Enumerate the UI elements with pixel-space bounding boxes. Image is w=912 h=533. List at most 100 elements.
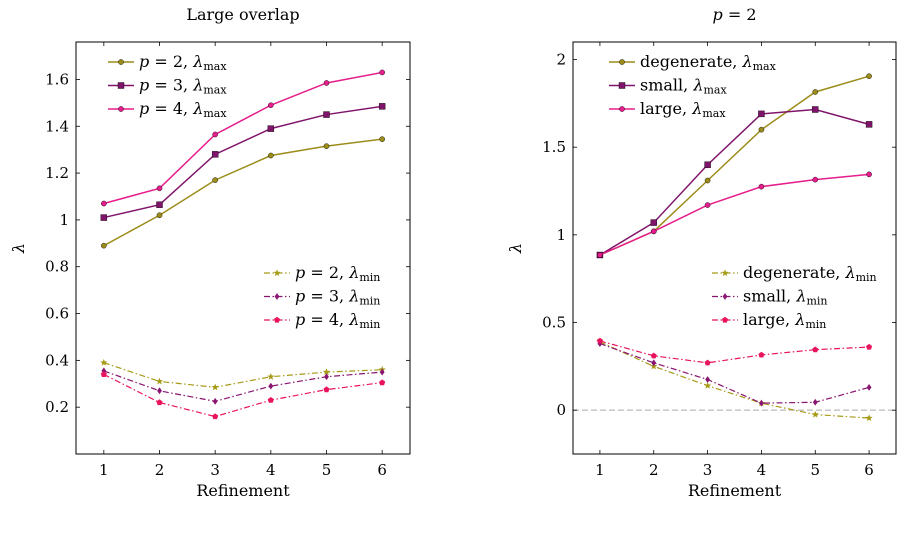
series-large-max	[597, 171, 872, 258]
y-tick-label: 0.4	[45, 351, 69, 369]
data-point	[704, 359, 711, 366]
chart-title: p = 2	[712, 5, 756, 24]
legend-label: degenerate, λmax	[640, 52, 777, 73]
series-small-min	[597, 340, 872, 407]
data-point	[323, 111, 330, 118]
series-large-min	[596, 337, 873, 366]
plot-frame	[75, 41, 411, 455]
data-point	[705, 376, 710, 383]
y-tick-label: 1	[59, 211, 69, 229]
y-tick-label: 0.5	[542, 314, 566, 332]
data-point	[212, 177, 218, 183]
data-point	[267, 396, 274, 403]
series-line	[103, 71, 383, 205]
series-small-max	[596, 106, 873, 259]
legend-label: p = 4, λmax	[139, 99, 227, 120]
series-p-3-max	[100, 103, 386, 221]
data-point	[268, 382, 274, 390]
data-point	[268, 102, 274, 109]
data-point	[812, 106, 819, 113]
data-point	[758, 351, 765, 358]
x-tick-label: 4	[266, 461, 276, 479]
series-line	[599, 340, 870, 364]
legend-label: small, λmin	[743, 287, 828, 308]
data-point	[811, 410, 819, 418]
x-tick-label: 4	[757, 461, 767, 479]
legend-label: degenerate, λmin	[743, 263, 877, 284]
series-p-3-min	[101, 367, 385, 405]
data-point	[323, 80, 330, 86]
data-point	[323, 386, 330, 393]
data-point	[379, 368, 385, 376]
data-point	[212, 397, 218, 405]
data-point	[866, 383, 872, 391]
plot-frame	[572, 41, 897, 455]
legend-label: p = 2, λmax	[139, 52, 227, 73]
x-tick-label: 3	[210, 461, 220, 479]
series-line	[599, 173, 870, 256]
x-tick-label: 2	[155, 461, 165, 479]
data-point	[866, 73, 872, 79]
data-point	[704, 161, 711, 168]
data-point	[865, 414, 873, 422]
data-point	[156, 201, 163, 208]
data-point	[156, 212, 163, 219]
y-tick-label: 2	[556, 51, 566, 69]
legend-label: small, λmax	[640, 76, 727, 97]
data-point	[156, 399, 163, 406]
data-point	[866, 343, 873, 350]
data-point	[596, 337, 603, 344]
series-p-4-min	[100, 371, 386, 420]
series-line	[103, 370, 383, 402]
y-tick-label: 1.6	[45, 70, 69, 88]
legend-marker	[619, 59, 625, 65]
series-line	[599, 342, 870, 404]
y-axis-label: λ	[506, 243, 525, 254]
data-point	[322, 368, 331, 376]
x-tick-label: 5	[810, 461, 820, 479]
x-tick-label: 1	[595, 461, 605, 479]
data-point	[155, 377, 164, 385]
data-point	[101, 242, 107, 249]
y-tick-label: 0.6	[45, 305, 69, 323]
series-line	[599, 108, 870, 256]
legend-marker	[721, 269, 729, 277]
data-point	[100, 358, 108, 366]
series-p-2-min	[100, 358, 386, 391]
data-point	[759, 399, 764, 407]
series-line	[103, 373, 383, 418]
data-point	[812, 89, 819, 95]
data-point	[758, 126, 765, 133]
data-point	[211, 151, 219, 158]
data-point	[157, 387, 162, 395]
data-point	[211, 383, 219, 391]
data-point	[651, 359, 657, 367]
x-tick-label: 6	[377, 461, 387, 479]
data-point	[212, 413, 219, 420]
data-point	[865, 121, 873, 128]
legend-marker	[274, 293, 280, 300]
chart-title: Large overlap	[186, 5, 299, 24]
data-point	[704, 202, 711, 208]
y-tick-label: 1.2	[45, 164, 69, 182]
series-line	[599, 341, 870, 419]
data-point	[156, 185, 163, 192]
legend-label: p = 3, λmax	[139, 76, 227, 97]
series-line	[103, 362, 383, 388]
data-point	[812, 176, 819, 183]
data-point	[378, 103, 386, 110]
legend-label: p = 3, λmin	[295, 287, 380, 308]
legend-marker	[722, 293, 728, 300]
data-point	[212, 131, 218, 138]
data-point	[704, 177, 711, 184]
y-tick-label: 1.5	[542, 138, 566, 156]
legend-label: large, λmin	[743, 310, 826, 331]
data-point	[379, 136, 385, 142]
data-point	[703, 381, 712, 389]
data-point	[379, 69, 385, 76]
legend-marker	[118, 106, 124, 112]
